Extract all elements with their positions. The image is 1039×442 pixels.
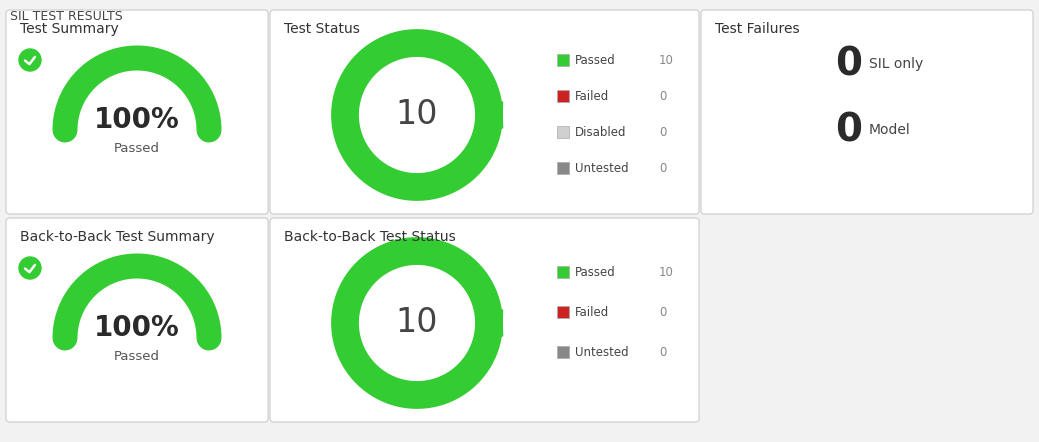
Text: 0: 0 — [835, 111, 862, 149]
Text: Passed: Passed — [575, 266, 616, 278]
Text: 100%: 100% — [95, 106, 180, 134]
Text: 10: 10 — [396, 99, 438, 132]
Text: SIL only: SIL only — [869, 57, 924, 71]
Text: Passed: Passed — [114, 141, 160, 155]
Text: Untested: Untested — [575, 346, 629, 358]
Text: Untested: Untested — [575, 161, 629, 175]
Text: Failed: Failed — [575, 89, 609, 103]
Text: Test Failures: Test Failures — [715, 22, 800, 36]
FancyBboxPatch shape — [557, 162, 569, 174]
FancyBboxPatch shape — [557, 90, 569, 102]
FancyBboxPatch shape — [557, 126, 569, 138]
Text: SIL TEST RESULTS: SIL TEST RESULTS — [10, 10, 123, 23]
FancyBboxPatch shape — [6, 10, 268, 214]
Circle shape — [19, 49, 41, 71]
Text: Disabled: Disabled — [575, 126, 627, 138]
Text: 10: 10 — [659, 266, 674, 278]
FancyBboxPatch shape — [557, 346, 569, 358]
FancyBboxPatch shape — [557, 306, 569, 318]
Circle shape — [19, 257, 41, 279]
Text: Model: Model — [869, 123, 911, 137]
FancyBboxPatch shape — [270, 218, 699, 422]
Text: Passed: Passed — [575, 53, 616, 66]
FancyBboxPatch shape — [557, 54, 569, 66]
Text: 0: 0 — [659, 305, 666, 319]
FancyBboxPatch shape — [557, 266, 569, 278]
Text: 10: 10 — [396, 306, 438, 339]
Text: Back-to-Back Test Status: Back-to-Back Test Status — [284, 230, 456, 244]
Text: Failed: Failed — [575, 305, 609, 319]
Text: Test Summary: Test Summary — [20, 22, 118, 36]
Text: Passed: Passed — [114, 350, 160, 362]
FancyBboxPatch shape — [6, 218, 268, 422]
Text: 0: 0 — [659, 126, 666, 138]
Text: Back-to-Back Test Summary: Back-to-Back Test Summary — [20, 230, 215, 244]
Text: 100%: 100% — [95, 314, 180, 342]
Text: Test Status: Test Status — [284, 22, 359, 36]
Text: 10: 10 — [659, 53, 674, 66]
FancyBboxPatch shape — [270, 10, 699, 214]
FancyBboxPatch shape — [701, 10, 1033, 214]
Text: 0: 0 — [659, 161, 666, 175]
Text: 0: 0 — [835, 45, 862, 83]
Text: 0: 0 — [659, 89, 666, 103]
Text: 0: 0 — [659, 346, 666, 358]
